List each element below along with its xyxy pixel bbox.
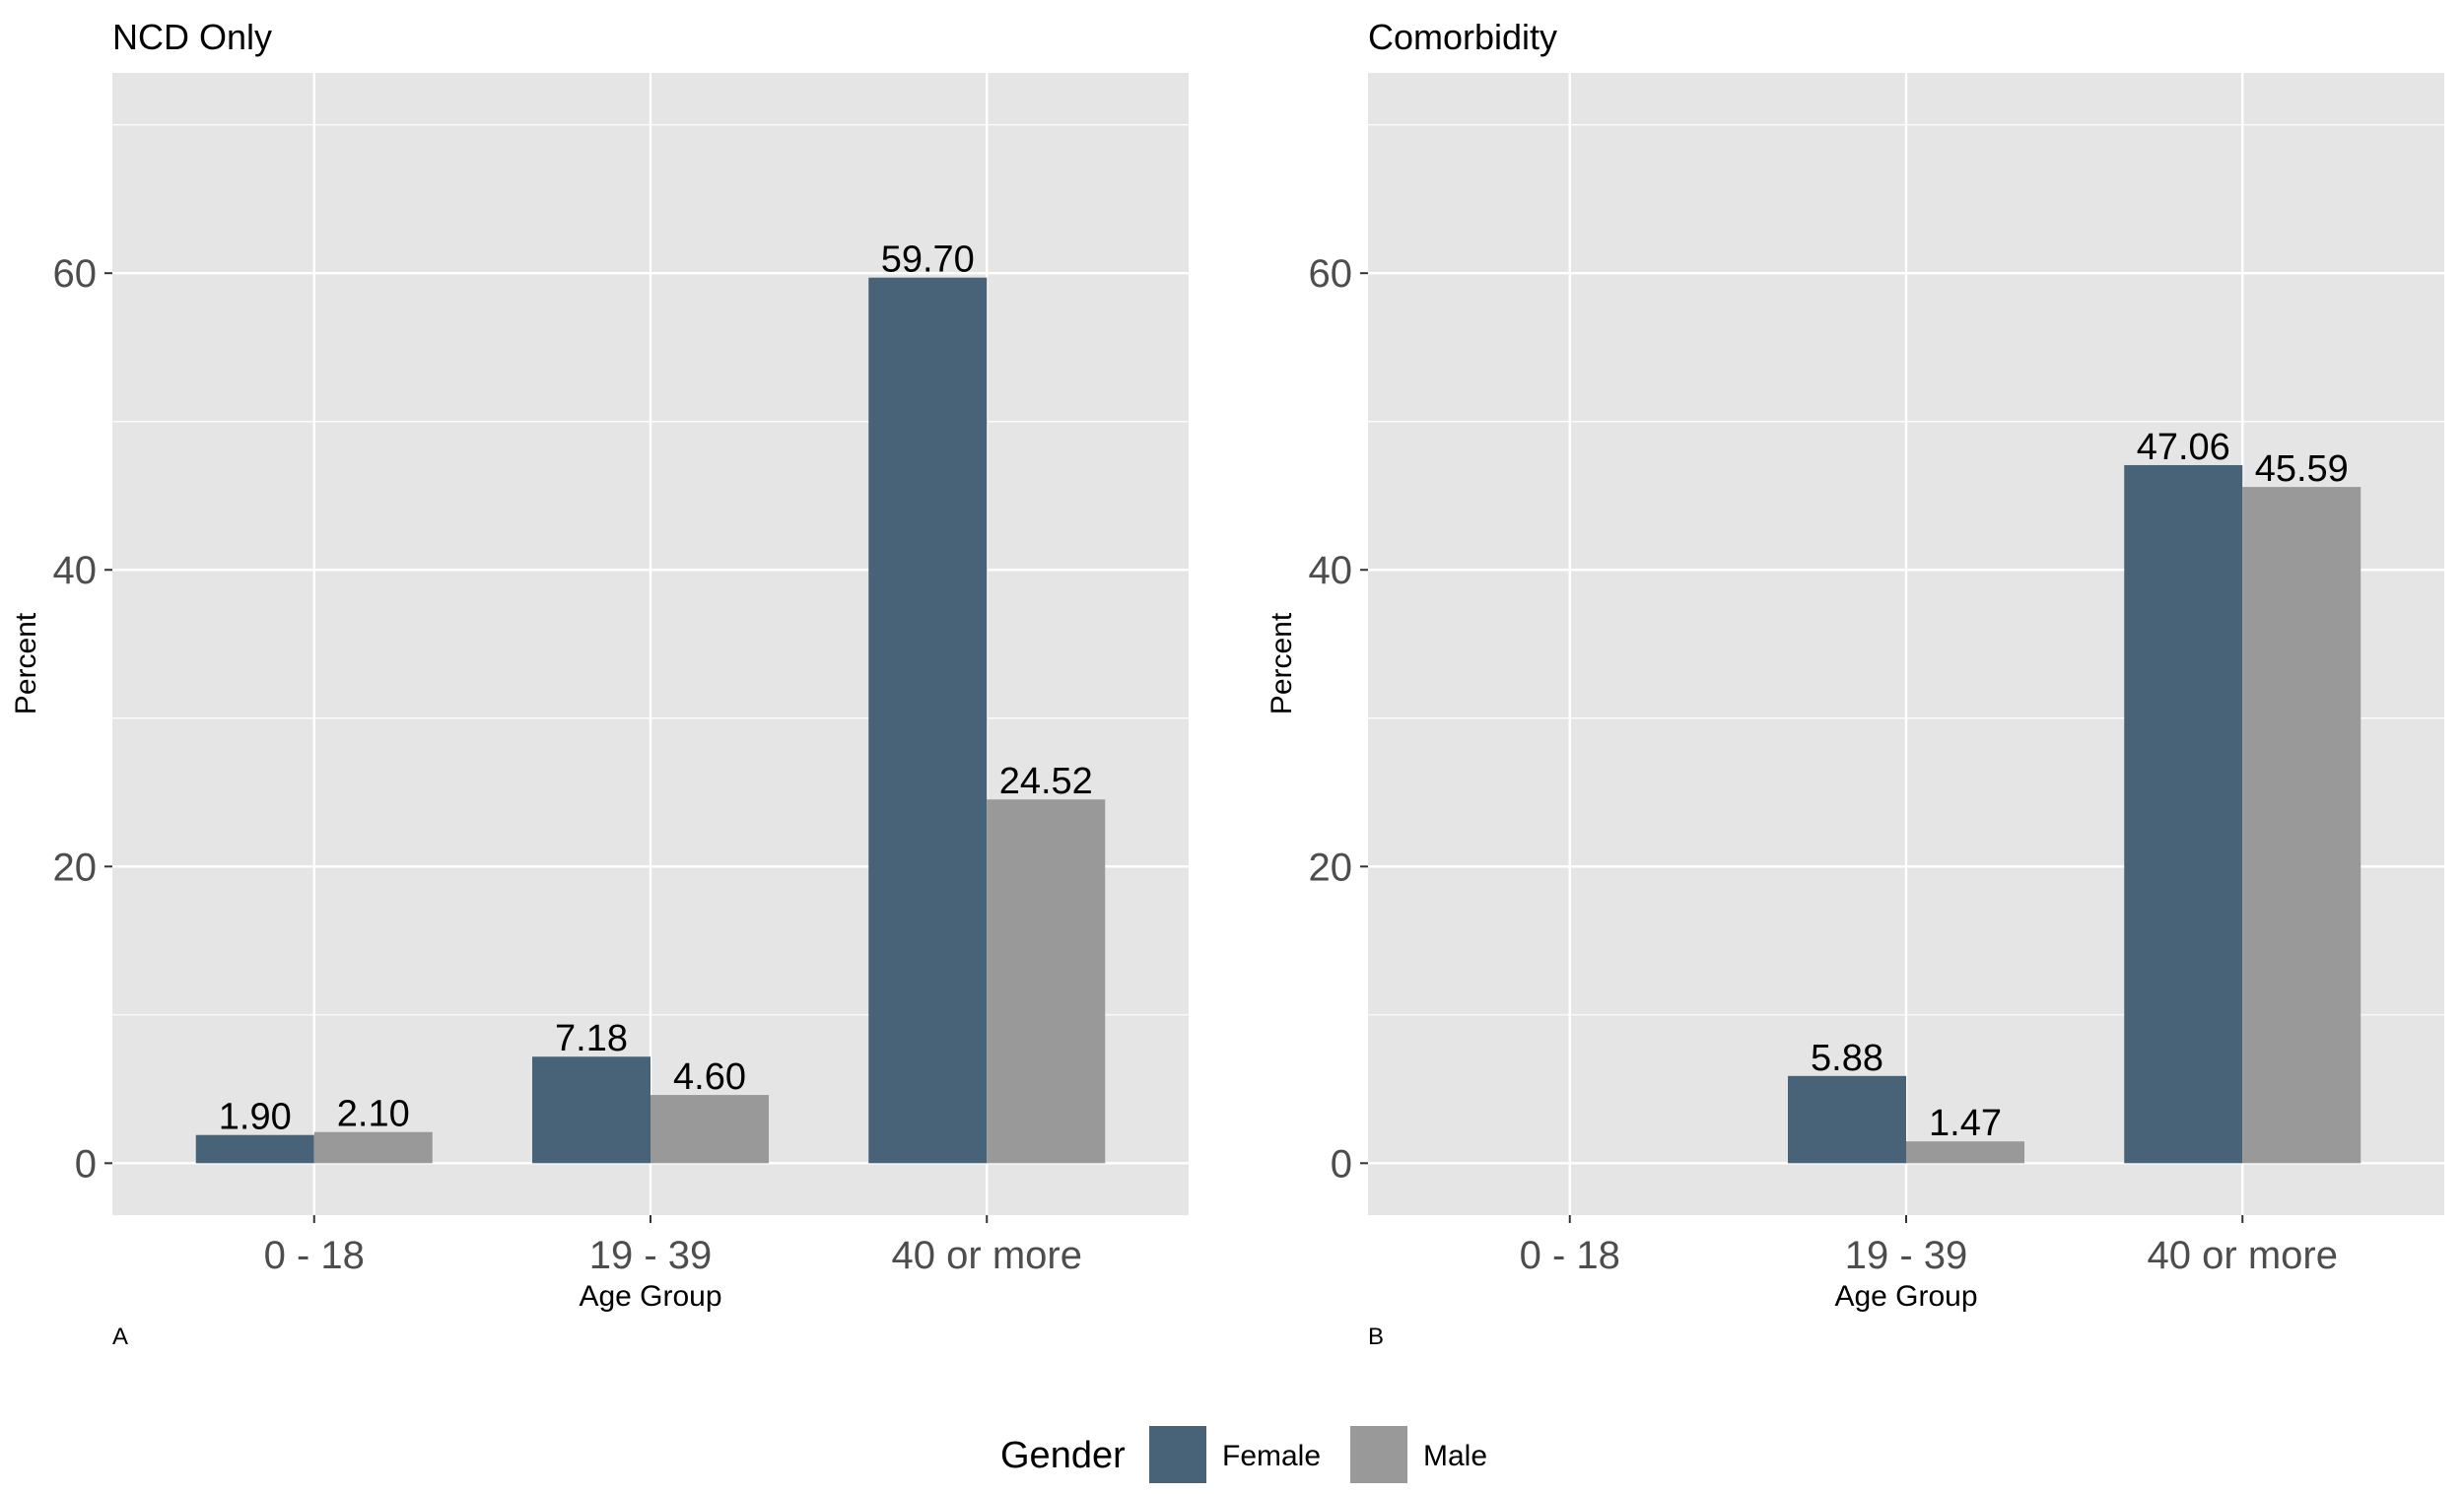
data-label: 5.88 bbox=[1811, 1038, 1883, 1079]
data-label: 1.90 bbox=[219, 1097, 292, 1138]
data-label: 24.52 bbox=[999, 761, 1093, 802]
x-tick-label: 19 - 39 bbox=[589, 1234, 713, 1277]
y-tick-label: 20 bbox=[53, 846, 98, 889]
y-tick-label: 0 bbox=[75, 1142, 97, 1186]
bar-female bbox=[868, 277, 988, 1164]
y-tick-label: 20 bbox=[1309, 846, 1353, 889]
legend-key-male bbox=[1350, 1426, 1407, 1483]
bar-male bbox=[2242, 487, 2361, 1164]
legend-label-female: Female bbox=[1222, 1440, 1321, 1472]
bar-male bbox=[650, 1095, 769, 1164]
data-label: 2.10 bbox=[337, 1094, 410, 1135]
y-axis-title: Percent bbox=[10, 612, 42, 714]
x-axis-title: Age Group bbox=[579, 1280, 721, 1313]
x-tick-label: 19 - 39 bbox=[1845, 1234, 1968, 1277]
y-axis-title: Percent bbox=[1266, 612, 1298, 714]
y-tick-label: 0 bbox=[1331, 1142, 1352, 1186]
bar-male bbox=[313, 1131, 433, 1164]
y-tick-label: 60 bbox=[53, 252, 98, 296]
y-tick-label: 40 bbox=[53, 549, 98, 592]
panel-ncd-only: 0 20 40 60 0 - 18 19 - 39 40 or more 1.90 7.18 59… bbox=[10, 17, 1189, 1350]
x-axis-title: Age Group bbox=[1834, 1280, 1977, 1313]
x-tick-label: 40 or more bbox=[892, 1234, 1082, 1277]
bar-female bbox=[532, 1056, 650, 1164]
y-tick-label: 60 bbox=[1309, 252, 1353, 296]
legend-key-female bbox=[1149, 1426, 1206, 1483]
x-tick-label: 0 - 18 bbox=[264, 1234, 365, 1277]
panel-caption: A bbox=[112, 1324, 128, 1350]
data-label: 7.18 bbox=[555, 1018, 628, 1059]
data-label: 59.70 bbox=[881, 239, 975, 281]
legend: Gender Female Male bbox=[1000, 1426, 1487, 1483]
bar-male bbox=[1906, 1141, 2024, 1164]
panel-comorbidity: 0 20 40 60 0 - 18 19 - 39 40 or more 5.88 47.06 1… bbox=[1266, 17, 2444, 1350]
legend-label-male: Male bbox=[1423, 1440, 1487, 1472]
panel-title: Comorbidity bbox=[1368, 17, 1557, 57]
data-label: 47.06 bbox=[2137, 427, 2230, 468]
x-tick-label: 0 - 18 bbox=[1520, 1234, 1620, 1277]
bar-male bbox=[987, 799, 1106, 1164]
legend-title: Gender bbox=[1000, 1435, 1126, 1476]
data-label: 45.59 bbox=[2255, 448, 2349, 490]
data-label: 4.60 bbox=[673, 1056, 746, 1098]
bar-female bbox=[1788, 1075, 1906, 1164]
bar-female bbox=[195, 1134, 314, 1164]
data-label: 1.47 bbox=[1929, 1103, 2002, 1144]
x-tick-label: 40 or more bbox=[2148, 1234, 2338, 1277]
y-tick-label: 40 bbox=[1309, 549, 1353, 592]
bar-female bbox=[2124, 464, 2243, 1164]
panel-caption: B bbox=[1368, 1324, 1384, 1350]
panel-title: NCD Only bbox=[112, 17, 272, 57]
